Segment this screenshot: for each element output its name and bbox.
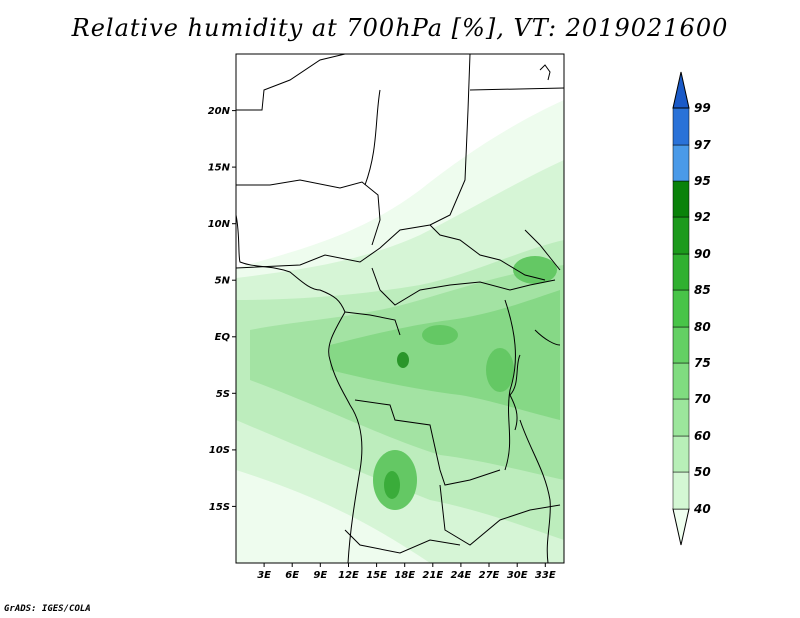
humidity-patch-90	[384, 471, 400, 499]
colorbar-label: 40	[693, 502, 711, 516]
humidity-shading	[236, 100, 564, 563]
colorbar-segment	[672, 216, 690, 255]
y-tick-label: 5S	[216, 389, 230, 400]
x-tick-label: 33E	[535, 570, 556, 581]
colorbar-max-arrow	[672, 71, 690, 109]
y-tick-label: EQ	[215, 332, 231, 343]
x-tick-label: 15E	[366, 570, 387, 581]
map-frame	[235, 53, 565, 564]
humidity-patch-85-d	[513, 256, 557, 284]
colorbar-label: 80	[694, 320, 711, 334]
humidity-patch-92	[397, 352, 409, 368]
colorbar-segment	[672, 435, 690, 473]
grads-credit: GrADS: IGES/COLA	[4, 604, 91, 614]
y-tick-label: 20N	[208, 106, 231, 117]
colorbar-segment	[672, 398, 690, 437]
x-tick-label: 18E	[394, 570, 415, 581]
colorbar-label: 90	[694, 247, 711, 261]
y-axis-ticks	[232, 110, 236, 507]
colorbar-label: 75	[694, 356, 711, 370]
y-tick-label: 15S	[209, 502, 230, 513]
y-tick-label: 10N	[208, 219, 231, 230]
colorbar-label: 97	[694, 138, 711, 152]
colorbar-segment	[672, 107, 690, 146]
colorbar-segment	[672, 180, 690, 218]
colorbar-segment	[672, 144, 690, 182]
humidity-patch-85-c	[422, 325, 458, 345]
y-tick-label: 10S	[209, 445, 230, 456]
colorbar-label: 85	[694, 283, 711, 297]
y-axis: 20N 15N 10N 5N EQ 5S 10S 15S	[208, 106, 236, 513]
colorbar-segment	[672, 471, 690, 510]
x-tick-label: 6E	[285, 570, 299, 581]
x-tick-label: 21E	[422, 570, 443, 581]
colorbar-min-arrow	[672, 508, 690, 546]
colorbar-segment	[672, 253, 690, 291]
y-tick-label: 5N	[215, 276, 231, 287]
map-title: Relative humidity at 700hPa [%], VT: 201…	[71, 14, 729, 42]
x-axis-ticks	[263, 563, 546, 567]
colorbar-segment	[672, 289, 690, 328]
x-axis: 3E 6E 9E 12E 15E 18E 21E 24E 27E 30E 33E	[257, 563, 556, 581]
humidity-patch-85-b	[486, 348, 514, 392]
x-tick-label: 3E	[257, 570, 271, 581]
y-tick-label: 15N	[208, 163, 231, 174]
coastlines-and-borders	[236, 54, 564, 563]
x-tick-label: 24E	[451, 570, 472, 581]
colorbar: 40 50 60 70 75 80 85 90 92 95 97 99	[672, 71, 711, 546]
colorbar-label: 70	[694, 392, 711, 406]
colorbar-label: 50	[694, 465, 711, 479]
x-tick-label: 30E	[507, 570, 528, 581]
colorbar-label: 92	[694, 210, 711, 224]
colorbar-label: 99	[694, 101, 711, 115]
x-tick-label: 27E	[479, 570, 500, 581]
colorbar-label: 60	[694, 429, 711, 443]
colorbar-segment	[672, 326, 690, 364]
colorbar-segment	[672, 362, 690, 400]
x-tick-label: 9E	[313, 570, 327, 581]
map-panel	[235, 53, 565, 564]
colorbar-label: 95	[694, 174, 711, 188]
x-tick-label: 12E	[338, 570, 359, 581]
